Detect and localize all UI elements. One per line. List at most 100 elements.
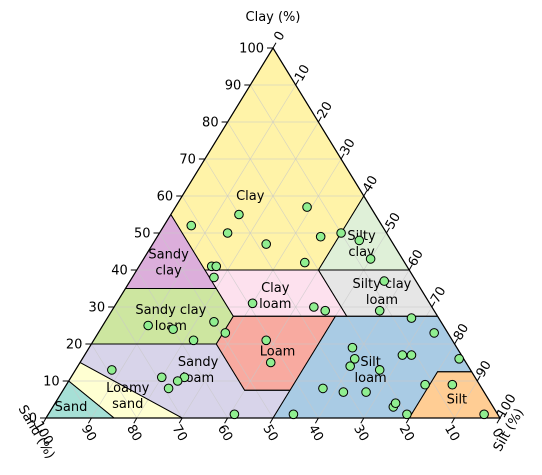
region-label-line: Silt: [447, 393, 468, 408]
region-label-line: loam: [182, 371, 214, 386]
silt-tick: [431, 301, 436, 308]
data-point: [354, 235, 365, 246]
region-label-line: Loam: [260, 344, 296, 359]
data-point: [390, 398, 401, 409]
clay-tick-label: 70: [179, 153, 196, 168]
sand-tick: [405, 417, 410, 424]
silt-tick: [272, 42, 277, 49]
clay-tick-label: 10: [43, 375, 60, 390]
silt-tick: [408, 264, 413, 271]
clay-axis-title: Clay (%): [246, 10, 301, 25]
silt-tick-label: 40: [360, 173, 381, 195]
sand-tick: [224, 417, 229, 424]
data-point: [320, 305, 331, 316]
grid-line-silt: [363, 306, 433, 419]
silt-tick: [295, 79, 300, 86]
data-point: [336, 228, 346, 238]
sand-tick: [42, 417, 47, 424]
clay-tick-label: 90: [225, 79, 242, 94]
region-labels: ClaySandyclaySiltyclaySandy clayloamClay…: [55, 189, 468, 415]
data-point: [302, 202, 312, 212]
data-point: [156, 372, 167, 383]
data-point: [209, 317, 219, 327]
data-point: [420, 379, 430, 390]
sand-tick-label: 80: [123, 422, 144, 444]
region-label-sandy-clay: Sandy clay: [148, 248, 189, 279]
data-point: [397, 350, 408, 360]
data-point: [374, 365, 385, 375]
region-label-line: Sandy clay: [135, 303, 206, 318]
data-point: [479, 409, 489, 420]
region-label-sand: Sand: [55, 400, 88, 415]
silt-tick-label: 60: [406, 247, 427, 269]
data-point: [143, 320, 153, 331]
data-point: [247, 298, 258, 309]
data-point: [288, 409, 299, 420]
data-point: [309, 302, 319, 312]
silt-tick: [499, 412, 504, 419]
data-point: [172, 376, 183, 386]
clay-tick-label: 60: [157, 190, 174, 205]
data-point: [406, 313, 417, 323]
data-point: [361, 387, 371, 397]
region-label-loam: Loam: [260, 344, 296, 359]
data-point: [318, 383, 328, 394]
region-label-line: sand: [112, 397, 143, 412]
sand-tick-label: 50: [259, 422, 280, 444]
sand-tick-label: 20: [396, 422, 417, 444]
data-point: [454, 354, 464, 364]
sand-tick: [314, 417, 319, 424]
region-loam: [216, 316, 336, 391]
sand-tick: [269, 417, 274, 424]
data-point: [349, 354, 360, 364]
region-label-line: Clay: [236, 189, 265, 204]
data-point: [406, 350, 417, 360]
data-point: [365, 254, 376, 264]
grid-line-silt: [454, 380, 478, 419]
sand-tick: [496, 417, 501, 424]
data-point: [429, 328, 439, 338]
sand-tick-label: 10: [441, 422, 462, 444]
clay-tick-label: 50: [134, 227, 151, 242]
grid-line-silt: [318, 269, 410, 419]
sand-tick: [451, 417, 456, 424]
region-label-line: loam: [355, 371, 387, 386]
grid-line-sand: [113, 306, 183, 419]
data-point: [168, 324, 178, 335]
region-label-sandy-loam: Sandy loam: [178, 355, 219, 386]
sand-tick-label: 30: [350, 422, 371, 444]
clay-tick-label: 80: [202, 116, 219, 131]
data-point: [234, 209, 244, 220]
data-point: [261, 239, 271, 249]
data-point: [220, 328, 231, 338]
region-label-silt-loam: Silt loam: [355, 355, 387, 386]
data-point: [374, 305, 385, 316]
region-sandy-clay-loam: [91, 288, 234, 344]
silt-tick: [454, 338, 459, 345]
data-point: [186, 220, 197, 231]
sand-tick: [87, 417, 92, 424]
silt-tick-label: 20: [315, 99, 336, 121]
grid-line-sand: [68, 380, 92, 419]
grid-line-silt: [181, 158, 342, 419]
data-point: [379, 276, 390, 286]
grid-line-sand: [204, 158, 365, 419]
silt-tick-label: 30: [337, 136, 358, 158]
silt-tick-label: 70: [428, 284, 449, 306]
region-label-line: Clay: [261, 281, 290, 296]
region-label-line: Loamy: [106, 381, 150, 396]
grid-line-sand: [250, 84, 455, 419]
data-point: [347, 342, 358, 353]
silt-tick: [476, 375, 481, 382]
region-label-line: Sand: [55, 400, 88, 415]
sand-tick-label: 60: [214, 422, 235, 444]
data-point: [222, 228, 233, 238]
region-label-line: loam: [259, 297, 291, 312]
clay-tick-label: 40: [111, 264, 128, 279]
region-silt: [409, 371, 500, 418]
sand-tick-label: 90: [78, 422, 99, 444]
sand-tick: [178, 417, 183, 424]
region-label-loamy-sand: Loamy sand: [106, 381, 150, 412]
data-point: [265, 357, 276, 368]
